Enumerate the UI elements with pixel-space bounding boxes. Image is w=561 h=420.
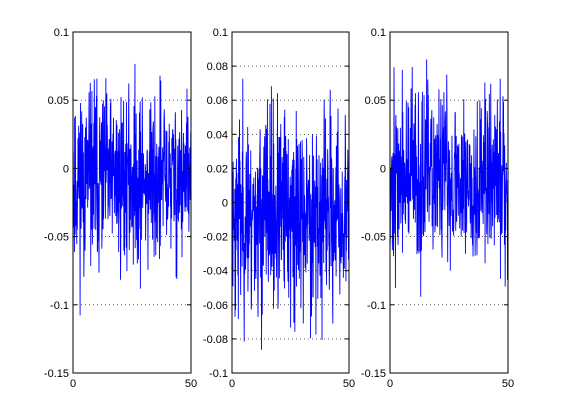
x-tick-label: 50	[185, 378, 197, 390]
y-tick-label: -0.05	[44, 232, 69, 244]
y-tick-label: -0.15	[44, 368, 69, 380]
x-tick-label: 0	[387, 378, 393, 390]
y-tick-label: 0.08	[207, 61, 228, 73]
y-tick-label: 0	[63, 163, 69, 175]
y-tick-label: -0.05	[361, 232, 386, 244]
y-tick-label: 0.05	[365, 95, 386, 107]
series-line	[231, 78, 350, 350]
y-tick-label: -0.06	[203, 300, 228, 312]
y-tick-label: 0.02	[207, 163, 228, 175]
y-tick-label: -0.1	[209, 368, 228, 380]
subplot-3: -0.15 -0.1 -0.05 0 0.05 0.1 0 50	[361, 27, 514, 390]
y-tick-label: -0.08	[203, 334, 228, 346]
x-tick-label: 50	[502, 378, 514, 390]
y-tick-label: -0.04	[203, 266, 228, 278]
subplot-1: -0.15 -0.1 -0.05 0 0.05 0.1 0 50	[44, 27, 197, 390]
y-tick-label: 0.04	[207, 129, 228, 141]
subplot-2: -0.1 -0.08 -0.06 -0.04 -0.02 0 0.02 0.04 0.06 0.0…	[203, 27, 355, 390]
y-tick-label: 0.1	[213, 27, 228, 39]
x-tick-label: 0	[229, 378, 235, 390]
y-tick-label: 0.06	[207, 95, 228, 107]
series-line	[72, 63, 192, 316]
y-tick-label: 0	[222, 198, 228, 210]
y-tick-label: 0.05	[48, 95, 69, 107]
axes-frame	[389, 31, 509, 374]
y-tick-label: -0.1	[50, 300, 69, 312]
y-tick-label: 0	[380, 163, 386, 175]
series-line	[389, 59, 509, 297]
y-tick-label: -0.15	[361, 368, 386, 380]
y-tick-label: -0.02	[203, 232, 228, 244]
y-tick-label: 0.1	[371, 27, 386, 39]
x-tick-label: 50	[343, 378, 355, 390]
axes-frame	[72, 31, 192, 374]
x-tick-label: 0	[70, 378, 76, 390]
y-tick-label: -0.1	[367, 300, 386, 312]
y-tick-label: 0.1	[54, 27, 69, 39]
